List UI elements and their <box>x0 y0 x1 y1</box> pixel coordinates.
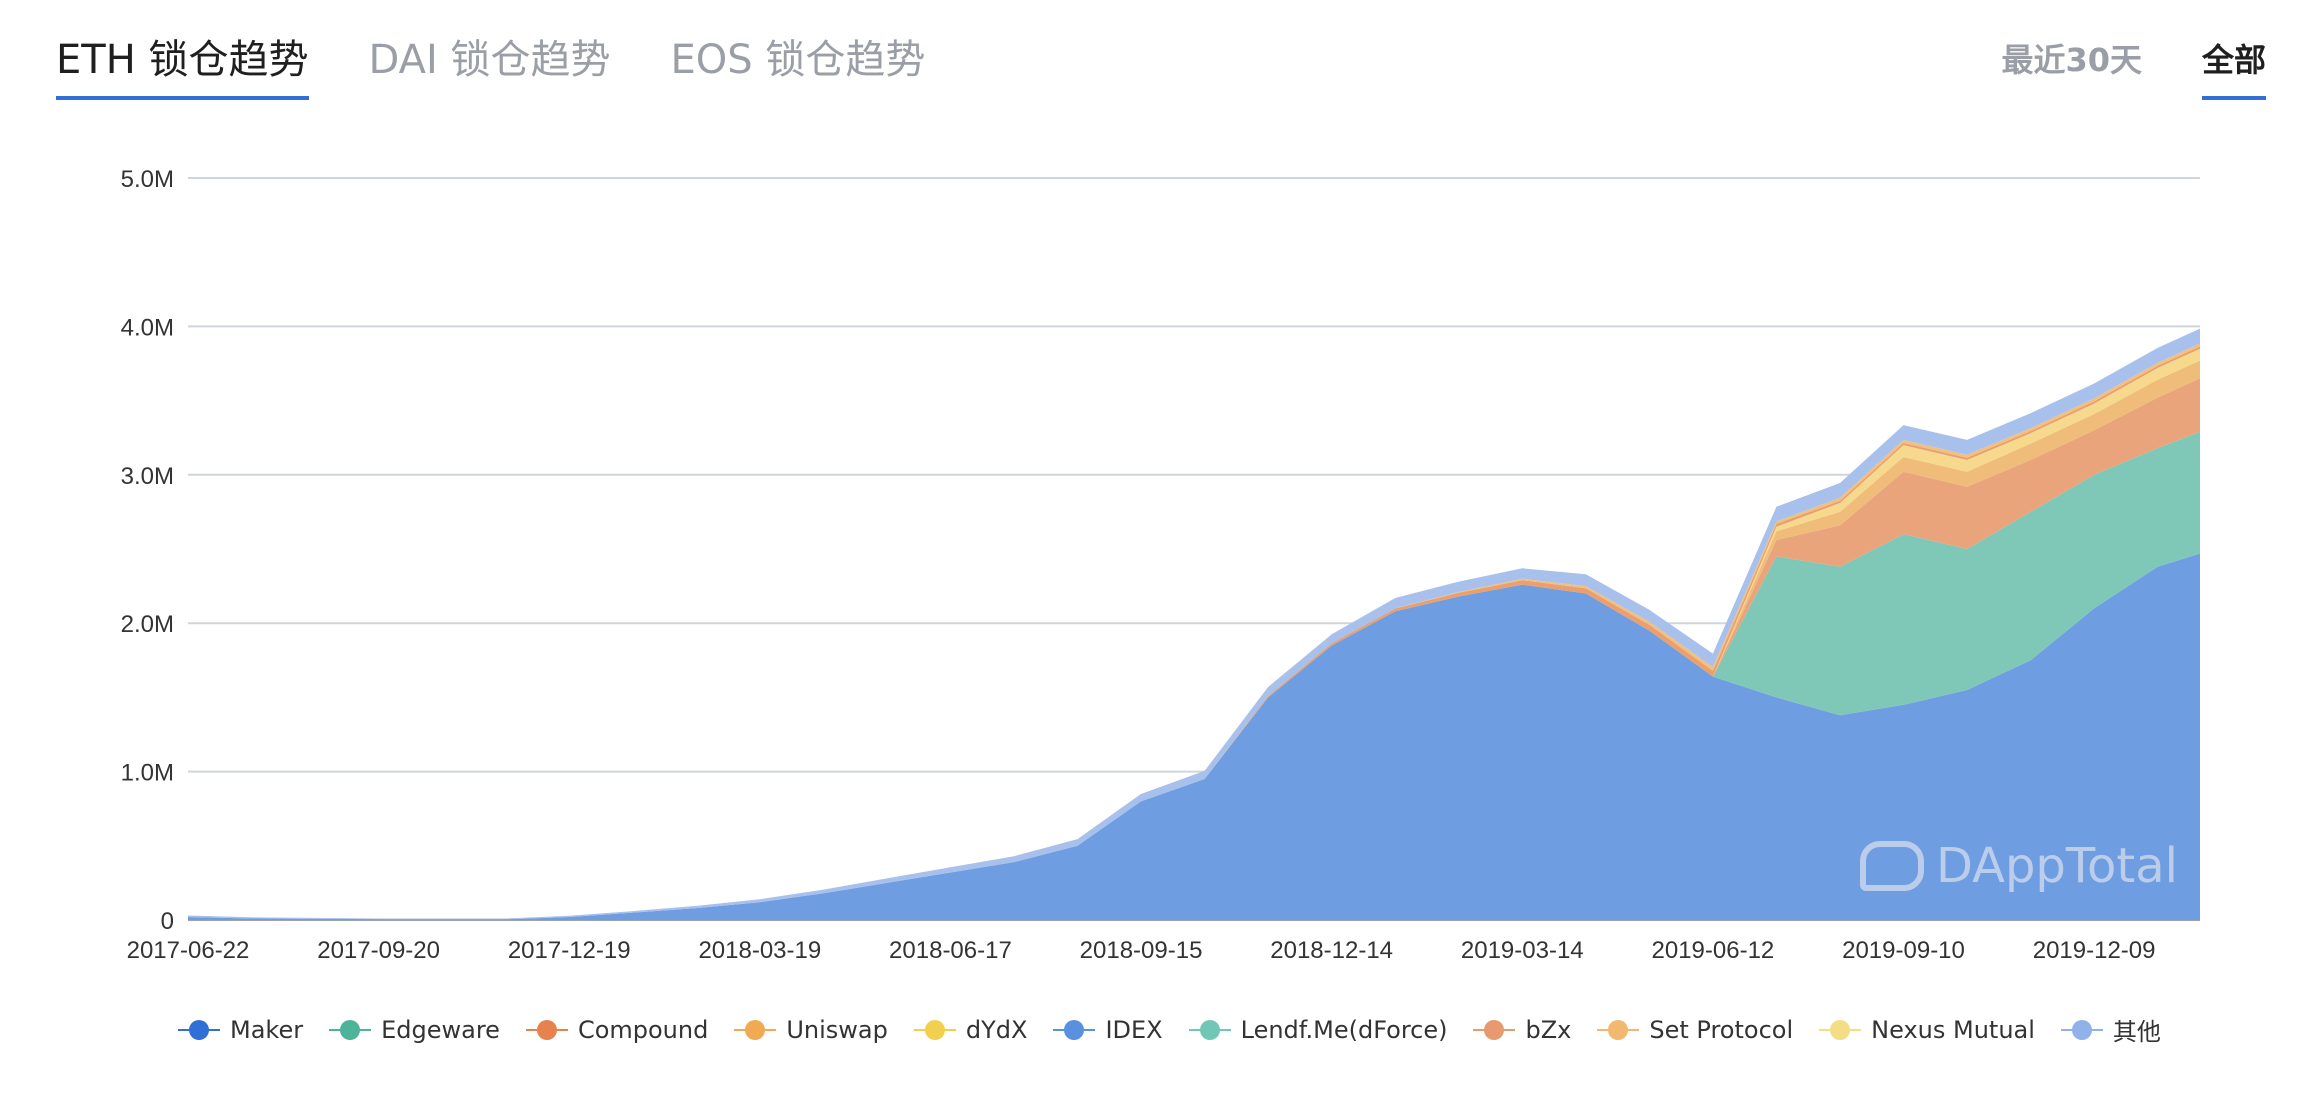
legend-marker-icon <box>1053 1018 1096 1042</box>
legend-item-nexus-mutual[interactable]: Nexus Mutual <box>1819 1012 2035 1047</box>
legend-marker-icon <box>1188 1018 1231 1042</box>
lock-trend-chart: 0 1.0M 2.0M 3.0M 4.0M 5.0M 2017-06-22 2017-09-… <box>121 166 2200 964</box>
legend-marker-icon <box>525 1018 568 1042</box>
x-tick-label: 2018-06-17 <box>889 937 1012 964</box>
legend-marker-icon <box>329 1018 372 1042</box>
area-series-lendf-me-dforce[interactable] <box>188 431 2200 920</box>
legend-label: Uniswap <box>786 1015 888 1044</box>
legend-marker-icon <box>1597 1018 1640 1042</box>
legend-item-idex[interactable]: IDEX <box>1053 1012 1163 1047</box>
legend-item-edgeware[interactable]: Edgeware <box>329 1012 500 1047</box>
area-series-maker[interactable] <box>188 553 2200 921</box>
legend-label: Set Protocol <box>1649 1015 1794 1044</box>
legend-marker-icon <box>1819 1018 1862 1042</box>
chart-tabs: ETH 锁仓趋势 DAI 锁仓趋势 EOS 锁仓趋势 <box>56 30 925 100</box>
tab-eth-lock-trend[interactable]: ETH 锁仓趋势 <box>56 30 309 100</box>
time-range-tabs: 最近30天 全部 <box>2001 30 2266 100</box>
x-tick-label: 2017-06-22 <box>127 937 250 964</box>
legend-marker-icon <box>913 1018 956 1042</box>
watermark-text: DAppTotal <box>1936 838 2178 894</box>
legend-label: Nexus Mutual <box>1871 1015 2035 1044</box>
x-tick-label: 2017-09-20 <box>317 937 440 964</box>
tab-dai-lock-trend[interactable]: DAI 锁仓趋势 <box>368 37 611 83</box>
y-tick-label: 5.0M <box>121 166 174 193</box>
legend-label: Lendf.Me(dForce) <box>1240 1015 1448 1044</box>
legend-label: 其他 <box>2112 1018 2161 1046</box>
x-tick-label: 2018-12-14 <box>1270 937 1393 964</box>
y-tick-label: 2.0M <box>121 611 174 638</box>
legend-item-bzx[interactable]: bZx <box>1473 1012 1571 1047</box>
dapptotal-logo-icon <box>1860 841 1924 891</box>
legend-item-dydx[interactable]: dYdX <box>913 1012 1028 1047</box>
x-tick-label: 2018-03-19 <box>698 937 821 964</box>
y-tick-label: 1.0M <box>121 760 174 787</box>
y-tick-label: 0 <box>161 908 174 935</box>
legend-marker-icon <box>734 1018 777 1042</box>
legend-label: IDEX <box>1105 1015 1163 1044</box>
legend-item-maker[interactable]: Maker <box>178 1012 303 1047</box>
legend-label: dYdX <box>965 1015 1028 1044</box>
legend-item-other-10[interactable]: 其他 <box>2060 1012 2161 1047</box>
x-tick-label: 2019-12-09 <box>2033 937 2156 964</box>
watermark: DAppTotal <box>1860 838 2178 894</box>
range-all[interactable]: 全部 <box>2201 30 2266 100</box>
legend-marker-icon <box>2060 1018 2103 1042</box>
chart-legend: Maker Edgeware Compound Uniswap dYdX IDEX Lend… <box>178 1012 2161 1047</box>
legend-label: bZx <box>1525 1015 1572 1044</box>
x-tick-label: 2018-09-15 <box>1080 937 1203 964</box>
tab-eos-lock-trend[interactable]: EOS 锁仓趋势 <box>670 37 926 83</box>
legend-label: Compound <box>577 1015 709 1044</box>
legend-item-set-protocol[interactable]: Set Protocol <box>1597 1012 1793 1047</box>
legend-item-compound[interactable]: Compound <box>525 1012 709 1047</box>
x-tick-label: 2017-12-19 <box>508 937 631 964</box>
x-tick-label: 2019-06-12 <box>1652 937 1775 964</box>
legend-item-uniswap[interactable]: Uniswap <box>734 1012 888 1047</box>
legend-item-lendf-me-dforce[interactable]: Lendf.Me(dForce) <box>1188 1012 1448 1047</box>
y-tick-label: 4.0M <box>121 314 174 341</box>
x-tick-label: 2019-09-10 <box>1842 937 1965 964</box>
legend-marker-icon <box>1473 1018 1516 1042</box>
legend-label: Maker <box>230 1015 304 1044</box>
range-last-30-days[interactable]: 最近30天 <box>2001 41 2142 79</box>
legend-label: Edgeware <box>381 1015 500 1044</box>
legend-marker-icon <box>178 1018 220 1042</box>
y-tick-label: 3.0M <box>121 463 174 490</box>
x-tick-label: 2019-03-14 <box>1461 937 1584 964</box>
